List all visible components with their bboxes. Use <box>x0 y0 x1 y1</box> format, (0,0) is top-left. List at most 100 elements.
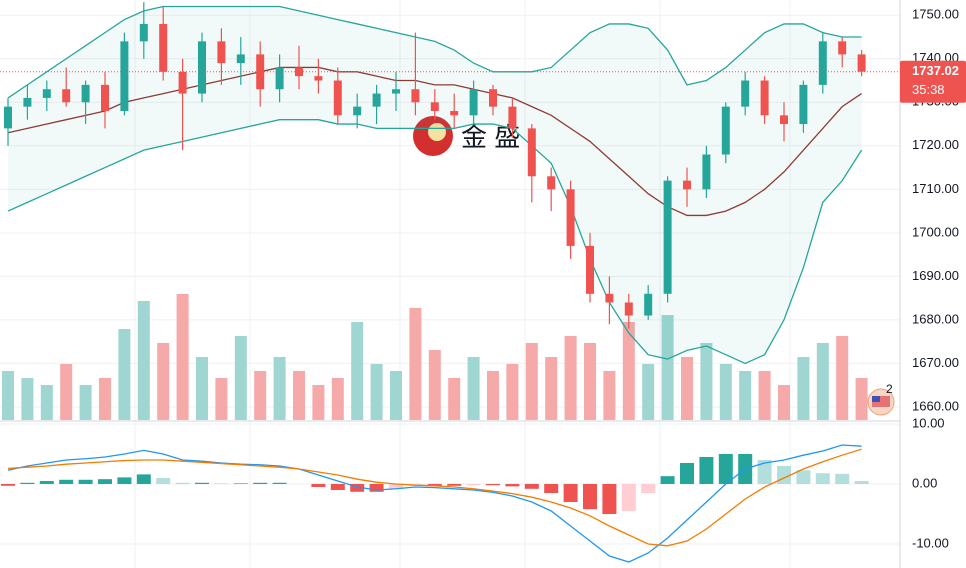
histogram-bar <box>641 483 656 493</box>
candle-body <box>547 176 556 190</box>
candle-body <box>663 180 672 294</box>
candle-body <box>4 106 12 129</box>
histogram-bar <box>777 465 791 484</box>
volume-bar <box>428 350 441 420</box>
volume-bar <box>719 364 732 420</box>
candle-body <box>198 41 206 94</box>
candle-body <box>469 89 478 116</box>
candle-body <box>353 106 362 116</box>
histogram-bar <box>20 482 35 484</box>
candle-body <box>236 54 245 64</box>
histogram-bar <box>796 470 811 484</box>
y-tick-label: 1750.00 <box>912 7 959 22</box>
volume-bar <box>118 329 131 420</box>
candle-body <box>818 41 827 85</box>
histogram-bar <box>78 479 93 484</box>
volume-bar <box>758 371 771 420</box>
volume-bar <box>215 378 228 420</box>
candle-body <box>721 106 730 155</box>
histogram-bar <box>311 483 326 487</box>
volume-bar <box>855 378 868 420</box>
volume-bar <box>487 371 499 420</box>
histogram-bar <box>583 483 597 510</box>
flag-canton <box>872 396 880 402</box>
volume-bar <box>681 357 693 420</box>
histogram-bar <box>253 482 268 484</box>
candle-body <box>489 89 497 107</box>
histogram-bar <box>330 483 345 490</box>
countdown: 35:38 <box>912 82 945 97</box>
volume-bar <box>331 378 344 420</box>
candle-body <box>508 106 517 129</box>
volume-bar <box>60 364 73 420</box>
candle-body <box>314 76 323 81</box>
candle-body <box>256 54 265 90</box>
y-tick-label: 1700.00 <box>912 224 959 239</box>
volume-bar <box>739 371 752 420</box>
candle-body <box>760 80 769 116</box>
histogram-bar <box>233 483 248 484</box>
logo-inner <box>428 123 446 141</box>
flag <box>872 396 890 407</box>
histogram-bar <box>136 474 151 484</box>
last-price-label: 1737.02 <box>912 63 959 78</box>
candle-body <box>295 67 303 77</box>
volume-bar <box>409 308 422 420</box>
volume-bar <box>816 343 829 420</box>
y-tick-label: 1720.00 <box>912 137 959 152</box>
candle-body <box>120 41 129 111</box>
candle-body <box>217 41 226 64</box>
histogram-bar <box>757 459 772 484</box>
histogram-bar <box>563 483 578 502</box>
volume-bar <box>40 385 53 420</box>
candle-body <box>333 80 342 116</box>
y-tick-label: 1710.00 <box>912 181 959 196</box>
volume-bar <box>836 336 849 420</box>
y-tick-label: 1660.00 <box>912 398 959 413</box>
band-middle <box>7 66 862 217</box>
candle-body <box>62 89 71 103</box>
candle-body <box>857 54 866 72</box>
histogram-bar <box>524 483 539 489</box>
band-lower <box>7 119 863 365</box>
y-tick-label: 10.00 <box>912 415 945 430</box>
histogram-bar <box>175 482 190 484</box>
volume-bar <box>137 301 150 420</box>
volume-bar <box>2 371 14 420</box>
volume-bar <box>603 371 616 420</box>
candle-body <box>430 102 439 111</box>
histogram-bar <box>214 483 229 484</box>
event-badge: 2 <box>886 382 893 396</box>
y-tick-label: 1680.00 <box>912 311 959 326</box>
histogram-bar <box>350 483 365 492</box>
candle-body <box>605 293 614 303</box>
candle-body <box>780 115 788 125</box>
candle-body <box>799 84 808 125</box>
histogram-bar <box>369 483 384 492</box>
volume-bar <box>622 322 635 420</box>
histogram-bar <box>39 480 54 484</box>
candle-body <box>159 23 168 72</box>
histogram-bar <box>1 483 15 486</box>
volume-bar <box>312 385 325 420</box>
signal-line <box>7 448 862 547</box>
candle-body <box>101 84 109 111</box>
histogram-bar <box>98 479 112 484</box>
candle-body <box>586 245 594 294</box>
histogram-bar <box>272 482 287 484</box>
histogram-bar <box>486 483 500 486</box>
y-tick-label: -10.00 <box>912 535 949 550</box>
y-tick-label: 1670.00 <box>912 355 959 370</box>
volume-bar <box>390 371 402 420</box>
histogram-bar <box>835 473 850 484</box>
histogram-bar <box>544 483 559 493</box>
volume-bar <box>506 364 519 420</box>
candle-body <box>139 23 148 42</box>
candle-body <box>624 302 633 316</box>
candle-body <box>741 80 750 107</box>
histogram-bar <box>389 483 403 489</box>
volume-bar <box>797 357 810 420</box>
volume-bar <box>176 294 189 420</box>
histogram-bar <box>602 483 617 514</box>
